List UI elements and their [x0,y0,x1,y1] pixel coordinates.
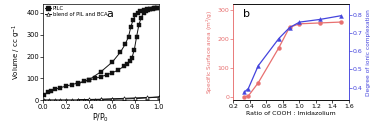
Y-axis label: Degree of ionic complexation: Degree of ionic complexation [366,9,371,96]
Y-axis label: Volume / cc g$^{-1}$: Volume / cc g$^{-1}$ [11,24,24,80]
Text: b: b [243,9,250,19]
X-axis label: P/P$_0$: P/P$_0$ [93,112,109,124]
Text: a: a [107,9,113,19]
X-axis label: Ratio of COOH : Imidazolium: Ratio of COOH : Imidazolium [246,111,336,116]
Y-axis label: Specific Surface area (m$^2$/g): Specific Surface area (m$^2$/g) [205,10,215,94]
Legend: PILC, blend of PIL and BCA: PILC, blend of PIL and BCA [45,6,107,17]
